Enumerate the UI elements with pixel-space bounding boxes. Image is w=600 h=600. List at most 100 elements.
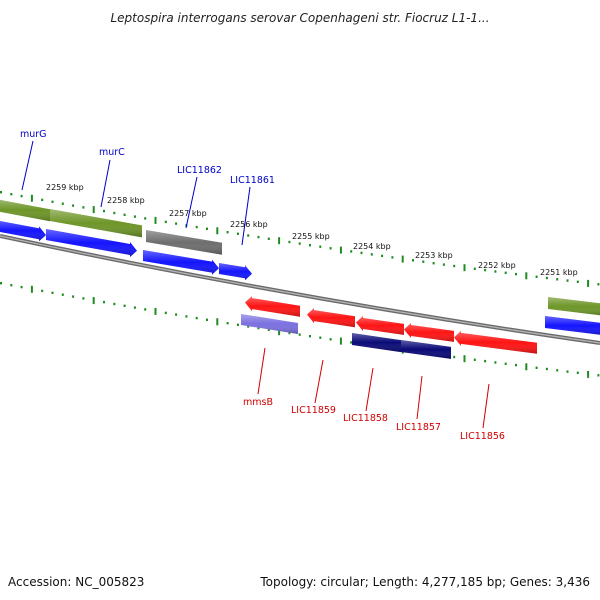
reverse-minor-tick [329, 338, 332, 341]
reverse-major-tick [154, 307, 157, 315]
forward-tick-ring [0, 191, 600, 287]
forward-minor-tick [10, 193, 13, 196]
reverse-gene-label[interactable]: LIC11859 [291, 405, 336, 416]
forward-minor-tick [566, 279, 569, 282]
reverse-minor-tick [41, 289, 44, 293]
reverse-major-tick [587, 370, 590, 378]
forward-minor-tick [442, 263, 445, 266]
forward-minor-tick [545, 276, 548, 280]
forward-minor-tick [484, 268, 487, 272]
kbp-label: 2258 kbp [107, 196, 145, 205]
forward-minor-tick [515, 272, 517, 276]
forward-minor-tick [61, 202, 64, 205]
reverse-gene-navy-1-shading [352, 333, 401, 353]
forward-minor-tick [195, 225, 198, 229]
forward-minor-tick [535, 275, 538, 278]
reverse-minor-tick [113, 302, 116, 306]
kbp-label: 2252 kbp [478, 261, 516, 270]
reverse-minor-tick [123, 304, 126, 307]
reverse-minor-tick [175, 313, 178, 316]
reverse-major-tick [525, 363, 528, 371]
forward-minor-tick [453, 264, 456, 268]
reverse-gene-label[interactable]: LIC11857 [396, 422, 441, 433]
reverse-minor-tick [319, 336, 322, 339]
kbp-labels: 2259 kbp 2258 kbp 2257 kbp 2256 kbp 2255 kbp… [46, 183, 578, 277]
forward-minor-tick [206, 227, 208, 230]
reverse-major-tick [463, 355, 466, 363]
reverse-minor-tick [350, 341, 353, 344]
forward-minor-tick [236, 232, 239, 235]
reverse-minor-tick [103, 300, 105, 304]
reverse-minor-tick [597, 374, 600, 377]
reverse-minor-tick [144, 308, 147, 311]
forward-minor-tick [504, 271, 507, 274]
forward-minor-tick [144, 217, 147, 220]
reverse-minor-tick [236, 323, 239, 326]
reverse-minor-tick [185, 315, 188, 318]
reverse-minor-tick [515, 363, 517, 367]
forward-minor-tick [0, 191, 2, 194]
reverse-minor-tick [82, 297, 85, 300]
forward-minor-tick [133, 215, 136, 218]
reverse-leader-line [416, 375, 423, 420]
forward-minor-tick [309, 244, 311, 247]
reverse-minor-tick [72, 295, 75, 298]
forward-major-tick [463, 264, 466, 272]
reverse-gene-label[interactable]: LIC11856 [460, 431, 505, 442]
reverse-cds-lic11856-shading [454, 330, 537, 354]
kbp-label: 2259 kbp [46, 183, 84, 192]
forward-minor-tick [257, 235, 260, 239]
reverse-minor-tick [61, 293, 64, 296]
reverse-minor-tick [545, 367, 548, 371]
reverse-minor-tick [453, 355, 456, 359]
reverse-minor-tick [10, 284, 13, 287]
forward-minor-tick [597, 283, 600, 286]
forward-cds-4-shading [219, 263, 252, 281]
forward-cds-3-shading [143, 250, 219, 275]
reverse-gene-label[interactable]: LIC11858 [343, 413, 388, 424]
forward-minor-tick [319, 245, 322, 248]
forward-leader-line [21, 140, 34, 191]
forward-leader-line [185, 176, 198, 229]
reverse-minor-tick [257, 326, 260, 330]
forward-minor-tick [51, 200, 54, 203]
reverse-major-tick [339, 337, 342, 345]
forward-minor-tick [473, 267, 476, 270]
reverse-minor-tick [473, 358, 476, 361]
reverse-minor-tick [576, 371, 579, 374]
kbp-label: 2256 kbp [230, 220, 268, 229]
kbp-label: 2251 kbp [540, 268, 578, 277]
reverse-minor-tick [226, 322, 229, 325]
forward-minor-tick [247, 234, 250, 237]
reverse-minor-tick [267, 328, 270, 331]
forward-gene-label[interactable]: murG [20, 129, 47, 140]
forward-gene-olive-3-shading [548, 297, 600, 316]
forward-minor-tick [113, 211, 116, 215]
map-title: Leptospira interrogans serovar Copenhage… [110, 11, 489, 25]
forward-gene-label[interactable]: LIC11862 [177, 165, 222, 176]
reverse-minor-tick [298, 333, 301, 336]
reverse-leader-line [365, 367, 374, 412]
forward-minor-tick [360, 251, 363, 255]
forward-minor-tick [432, 262, 435, 265]
forward-minor-tick [370, 253, 373, 256]
genome-summary-text: Topology: circular; Length: 4,277,185 bp… [259, 575, 590, 589]
forward-gene-olive-2-shading [50, 209, 142, 238]
reverse-major-tick [30, 285, 33, 293]
forward-minor-tick [412, 259, 414, 262]
reverse-minor-tick [195, 316, 198, 320]
forward-minor-tick [72, 204, 75, 207]
forward-major-tick [278, 237, 281, 245]
genome-backbone [0, 234, 600, 345]
reverse-minor-tick [247, 325, 250, 328]
gene-labels: murG murC LIC11862 LIC11861 mmsB LIC11859 LIC1… [20, 129, 505, 442]
reverse-major-tick [216, 318, 219, 326]
reverse-gene-label[interactable]: mmsB [243, 397, 273, 408]
reverse-minor-tick [566, 370, 569, 373]
forward-gene-label[interactable]: LIC11861 [230, 175, 275, 186]
forward-minor-tick [41, 198, 44, 202]
forward-gene-label[interactable]: murC [99, 147, 125, 158]
forward-major-tick [154, 216, 157, 224]
forward-minor-tick [267, 237, 270, 240]
